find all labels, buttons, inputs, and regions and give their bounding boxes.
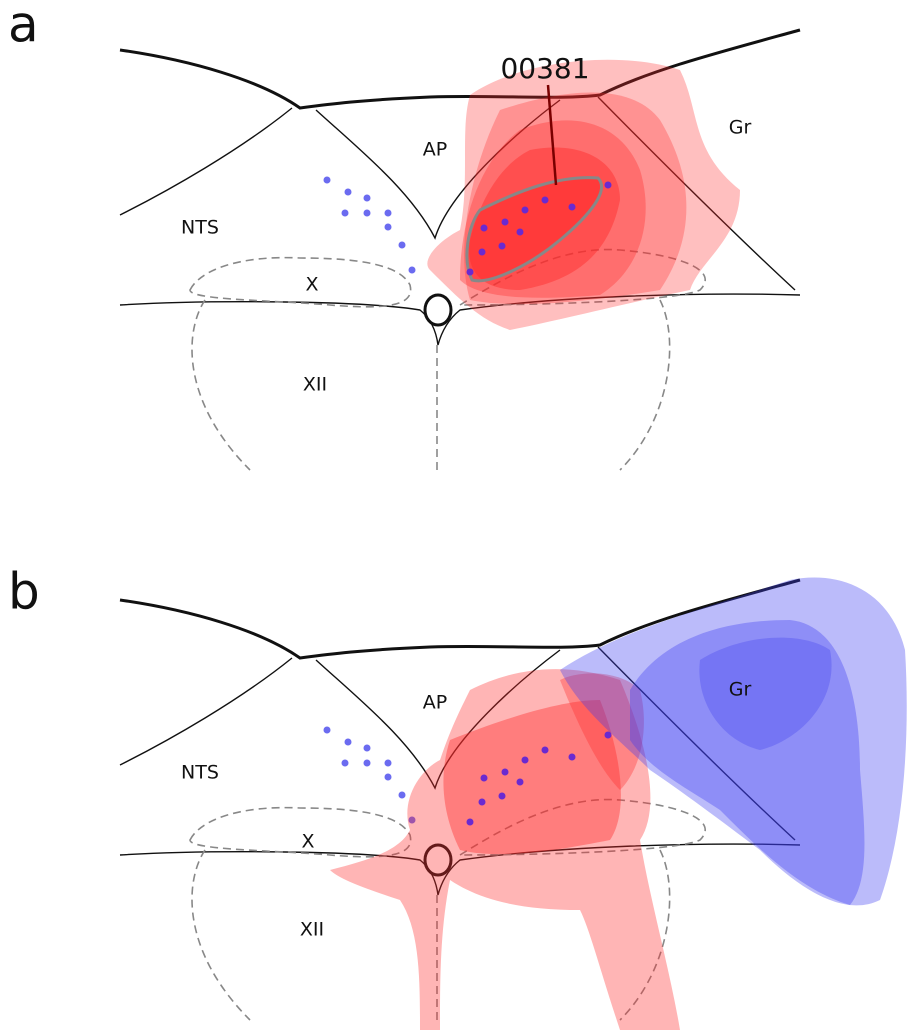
region-label: AP	[423, 139, 447, 161]
panel-a: a 00381 NTS AP Gr X XII	[8, 0, 800, 470]
panel-label: a	[8, 0, 39, 54]
region-label: AP	[423, 692, 447, 714]
panel-label: b	[8, 563, 40, 621]
panel-b: b NTS AP Gr X XII	[8, 563, 907, 1031]
region-label: X	[301, 831, 314, 853]
figure: a 00381 NTS AP Gr X XII b NTS AP Gr X XI…	[0, 0, 911, 1034]
annotation: 00381	[500, 52, 589, 85]
region-label: X	[305, 274, 318, 296]
lesion-areas	[427, 60, 740, 330]
region-label: NTS	[181, 762, 219, 784]
region-label: Gr	[729, 679, 752, 701]
region-label: Gr	[729, 117, 752, 139]
region-label: XII	[303, 374, 327, 396]
region-label: NTS	[181, 217, 219, 239]
region-label: XII	[300, 919, 324, 941]
